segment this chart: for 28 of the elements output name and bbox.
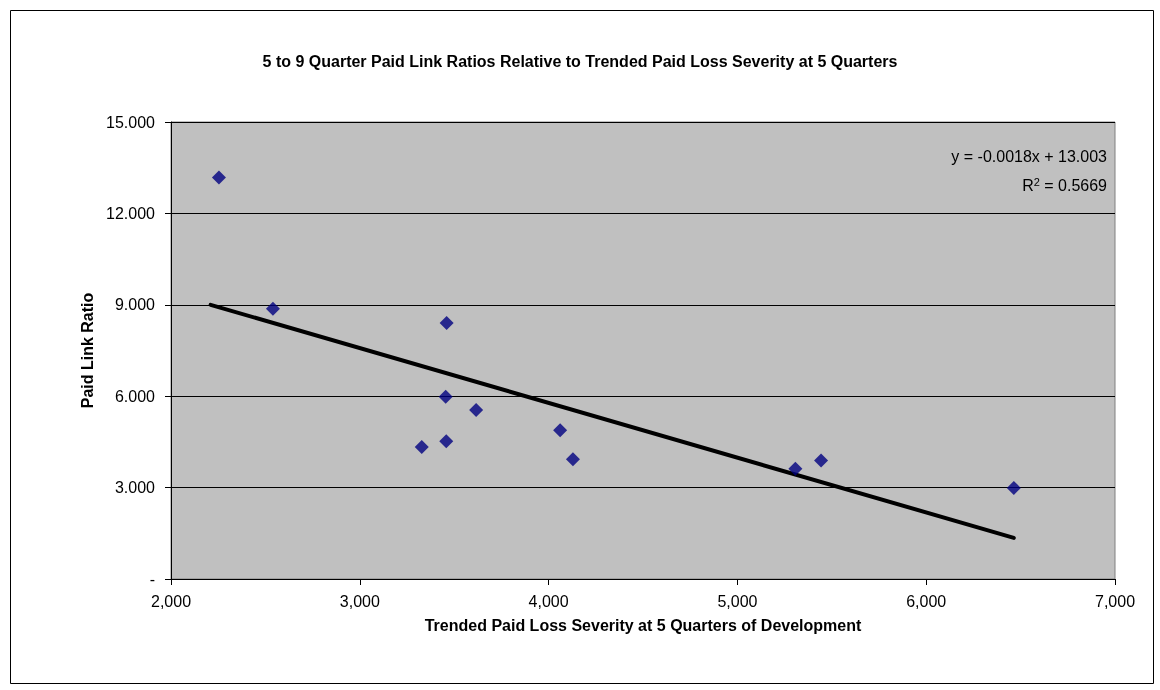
point (469, 402, 484, 417)
y-tick-label: 3.000 (114, 479, 156, 497)
y-axis-title: Paid Link Ratio (78, 292, 96, 409)
y-tick-label: 6.000 (114, 387, 156, 405)
point (439, 434, 454, 449)
annotation: y = -0.0018x + 13.003 (951, 147, 1108, 165)
point (265, 301, 280, 316)
point (553, 423, 568, 438)
x-tick-label: 5,000 (717, 592, 758, 610)
chart-title: 5 to 9 Quarter Paid Link Ratios Relative to Trended Paid Loss Severity at 5 Quarters (262, 52, 898, 70)
point (438, 389, 453, 404)
y-tick-label: 12.000 (106, 204, 156, 222)
point (1006, 480, 1021, 495)
y-tick-label: 15.000 (106, 113, 156, 131)
point (565, 452, 580, 467)
y-tick-label: 9.000 (114, 296, 156, 314)
point (211, 170, 226, 185)
point (788, 461, 803, 476)
x-tick-label: 3,000 (339, 592, 380, 610)
x-tick-label: 2,000 (150, 592, 192, 610)
x-axis-title: Trended Paid Loss Severity at 5 Quarters of Development (424, 616, 862, 634)
x-tick-label: 7,000 (1094, 592, 1136, 610)
point (439, 316, 454, 331)
y-tick-label: - (149, 570, 155, 588)
point (814, 453, 829, 468)
x-tick-label: 6,000 (906, 592, 947, 610)
point (414, 440, 429, 455)
x-tick-label: 4,000 (528, 592, 569, 610)
